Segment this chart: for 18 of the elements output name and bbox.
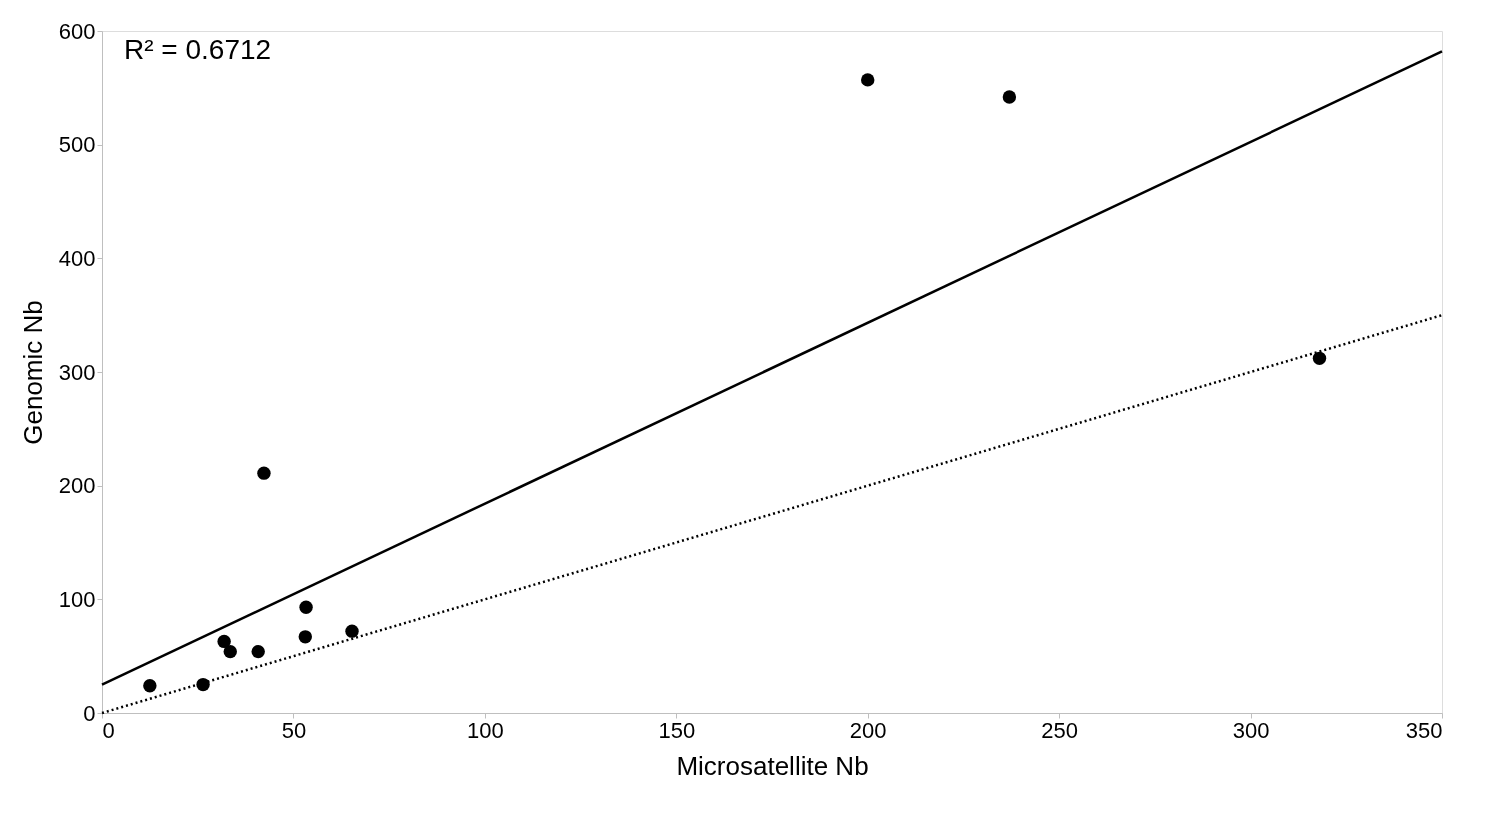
x-tick-label: 0 xyxy=(102,717,115,743)
x-tick-label: 150 xyxy=(658,717,696,743)
x-axis-title: Microsatellite Nb xyxy=(676,750,869,781)
x-tick-label: 300 xyxy=(1232,717,1270,743)
y-tick-label: 300 xyxy=(58,359,96,385)
x-tick-label: 200 xyxy=(849,717,887,743)
y-tick-label: 500 xyxy=(58,132,96,158)
y-tick-label: 200 xyxy=(58,473,96,499)
y-tick-label: 400 xyxy=(58,245,96,271)
y-axis-title: Genomic Nb xyxy=(17,300,48,445)
x-tick-label: 350 xyxy=(1405,717,1443,743)
x-tick-label: 50 xyxy=(281,717,307,743)
annotation: R² = 0.6712 xyxy=(124,34,272,65)
y-tick-label: 600 xyxy=(58,18,96,44)
x-tick-label: 100 xyxy=(467,717,504,743)
x-tick-label: 250 xyxy=(1041,717,1078,743)
y-tick-label: 100 xyxy=(58,586,96,612)
y-tick-label: 0 xyxy=(83,700,96,726)
